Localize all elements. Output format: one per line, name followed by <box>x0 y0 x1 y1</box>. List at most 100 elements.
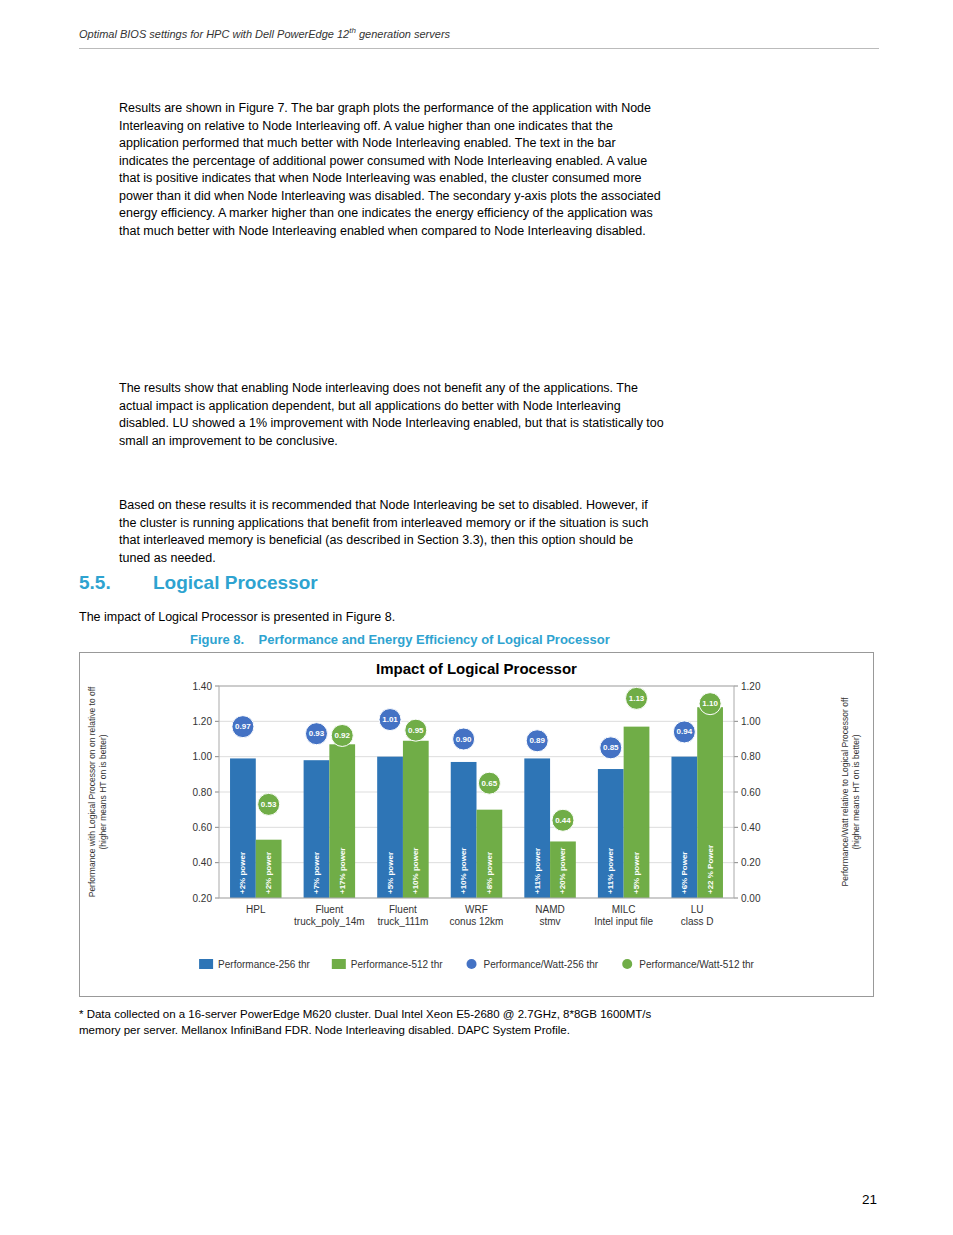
bar-annotation: +2% power <box>264 852 273 894</box>
data-label: 0.44 <box>555 816 571 825</box>
grid-line <box>219 721 734 722</box>
x-tick-label: WRFconus 12km <box>450 904 504 927</box>
data-label: 1.01 <box>382 715 398 724</box>
marker <box>405 719 427 741</box>
bar <box>304 760 330 898</box>
y-tick-label: 0.60 <box>193 822 213 833</box>
text-line: HPL <box>246 904 266 915</box>
bar-annotation: +8% power <box>485 852 494 894</box>
marker <box>453 728 475 750</box>
text-line: (higher means HT on is better) <box>98 734 108 849</box>
x-tick-label: LUclass D <box>681 904 714 927</box>
y-tick-label: 0.20 <box>193 893 213 904</box>
text-line: Performance/Watt relative to Logical Pro… <box>840 697 850 887</box>
data-label: 0.92 <box>334 731 350 740</box>
bar <box>671 757 697 898</box>
bar-annotation: +20% power <box>558 848 567 894</box>
bar-annotation: +5% power <box>632 852 641 894</box>
y2-tick <box>734 792 738 793</box>
legend-label: Performance-512 thr <box>351 959 443 970</box>
data-label: 0.85 <box>603 743 619 752</box>
marker <box>258 793 280 815</box>
data-label: 1.10 <box>702 699 718 708</box>
data-label: 0.53 <box>261 800 277 809</box>
page-number: 21 <box>862 1192 877 1207</box>
marker <box>232 716 254 738</box>
y-tick-label: 0.80 <box>193 787 213 798</box>
legend-label: Performance/Watt-256 thr <box>484 959 599 970</box>
bar <box>403 741 429 898</box>
y-tick-label: 1.00 <box>193 751 213 762</box>
y2-tick-label: 0.40 <box>741 822 761 833</box>
grid-line <box>219 756 734 757</box>
text-line: MILC <box>612 904 636 915</box>
text-line: Performance with Logical Processor on on… <box>87 686 97 897</box>
y2-tick <box>734 721 738 722</box>
y2-tick-label: 0.60 <box>741 787 761 798</box>
header-text: Optimal BIOS settings for HPC with Dell … <box>79 28 349 40</box>
x-tick-label: NAMDstmv <box>535 904 564 927</box>
marker <box>305 723 327 745</box>
marker <box>526 730 548 752</box>
bar-annotation: +6% Power <box>680 852 689 894</box>
y-tick <box>215 756 219 757</box>
data-label: 0.65 <box>482 779 498 788</box>
data-label: 0.89 <box>529 736 545 745</box>
bar <box>451 762 477 898</box>
y-tick <box>215 898 219 899</box>
y-axis-label: Performance with Logical Processor on on… <box>87 686 108 897</box>
legend: Performance-256 thr Performance-512 thr Pe… <box>199 959 754 970</box>
bar <box>329 744 355 898</box>
y-tick <box>215 721 219 722</box>
legend-swatch <box>622 959 632 969</box>
legend-item: Performance/Watt-512 thr <box>622 959 754 970</box>
legend-item: Performance-256 thr <box>199 959 310 970</box>
header-superscript: th <box>349 26 356 35</box>
marker <box>552 809 574 831</box>
data-label: 1.13 <box>629 694 645 703</box>
body-text: Results are shown in Figure 7. The bar g… <box>119 100 661 240</box>
bar <box>598 769 624 898</box>
legend-item: Performance-512 thr <box>332 959 443 970</box>
data-label: 0.90 <box>456 735 472 744</box>
data-label: 0.93 <box>309 729 325 738</box>
y-tick-label: 0.40 <box>193 857 213 868</box>
marker <box>379 709 401 731</box>
chart: Impact of Logical Processor 0.20 0.40 0.60 0… <box>79 652 874 997</box>
x-tick-label: Fluenttruck_poly_14m <box>294 904 365 927</box>
legend-swatch <box>199 959 213 969</box>
chart-title: Impact of Logical Processor <box>376 660 577 677</box>
body-text: The results show that enabling Node inte… <box>119 380 664 450</box>
y2-tick-label: 0.80 <box>741 751 761 762</box>
text-line: Intel input file <box>594 916 653 927</box>
bar-annotation: +11% power <box>533 848 542 894</box>
text-line: truck_111m <box>378 916 429 927</box>
text-line: (higher means HT on is better) <box>851 734 861 849</box>
y-tick-label: 1.20 <box>193 716 213 727</box>
y2-tick <box>734 686 738 687</box>
section-title: 5.5. Logical Processor <box>79 572 318 594</box>
text-line: class D <box>681 916 714 927</box>
x-tick-label: HPL <box>246 904 266 915</box>
y-tick <box>215 862 219 863</box>
text-line: Fluent <box>315 904 343 915</box>
y2-tick-label: 1.20 <box>741 681 761 692</box>
text-line: stmv <box>540 916 561 927</box>
marker <box>699 693 721 715</box>
y-tick <box>215 827 219 828</box>
chart-border <box>80 653 874 997</box>
marker <box>600 737 622 759</box>
data-label: 0.95 <box>408 726 424 735</box>
marker <box>673 721 695 743</box>
legend-swatch <box>467 959 477 969</box>
y2-tick <box>734 862 738 863</box>
bar-annotation: +22 % Power <box>706 845 715 894</box>
y2-tick-label: 0.00 <box>741 893 761 904</box>
text-line: WRF <box>465 904 488 915</box>
legend-label: Performance-256 thr <box>218 959 310 970</box>
y2-tick <box>734 827 738 828</box>
text-line: LU <box>691 904 704 915</box>
data-label: 0.97 <box>235 722 251 731</box>
y2-tick-label: 1.00 <box>741 716 761 727</box>
bar-annotation: +10% power <box>411 848 420 894</box>
